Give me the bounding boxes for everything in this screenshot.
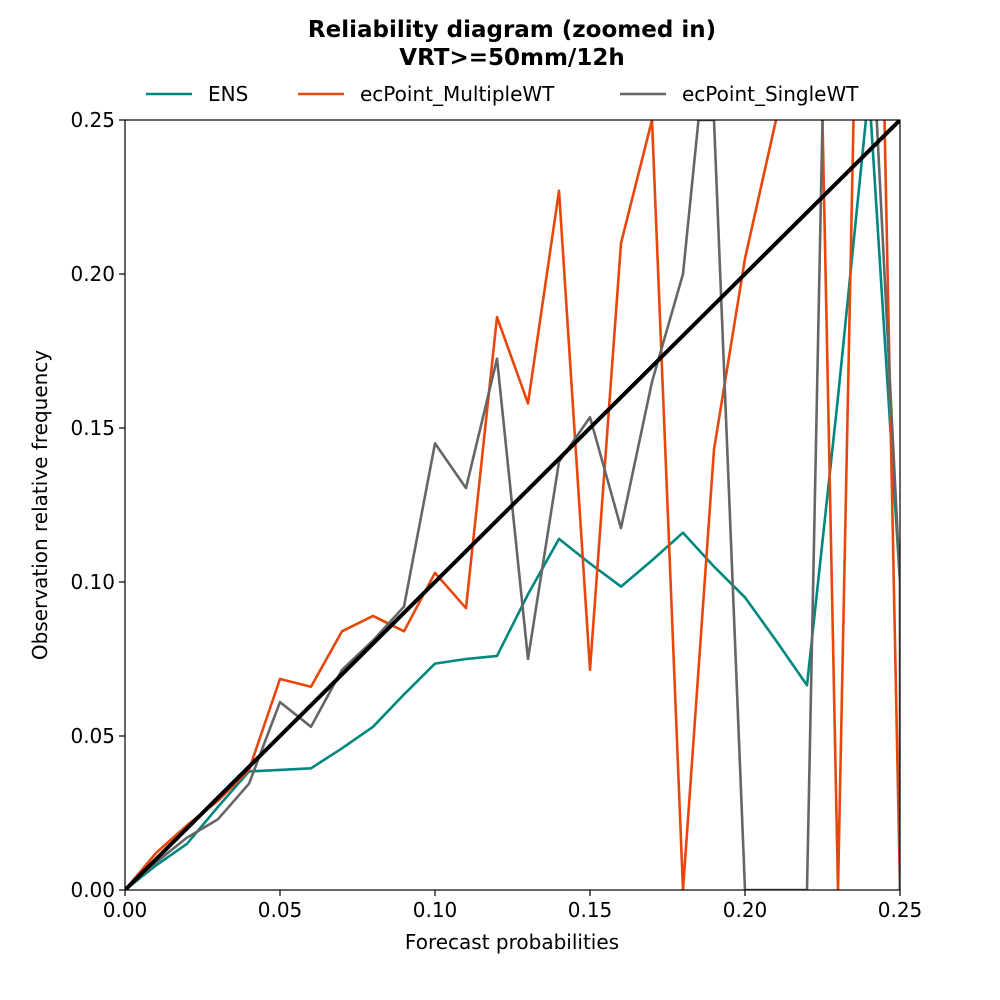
x-tick-label: 0.25 [878,898,923,922]
diagonal-reference-line [125,120,900,890]
y-tick-label: 0.25 [70,108,115,132]
series-line-0 [125,120,900,890]
y-tick-label: 0.15 [70,416,115,440]
x-tick-label: 0.10 [413,898,458,922]
series-line-1 [125,120,900,890]
x-tick-label: 0.00 [103,898,148,922]
y-tick-label: 0.00 [70,878,115,902]
legend: ENS ecPoint_MultipleWT ecPoint_SingleWT [146,82,859,106]
x-tick-label: 0.20 [723,898,768,922]
series-layer [125,120,900,890]
y-tick-label: 0.05 [70,724,115,748]
y-tick-label: 0.20 [70,262,115,286]
plot-frame [124,119,901,891]
x-axis-label: Forecast probabilities [405,930,619,954]
series-line-2 [125,120,900,890]
x-tick-label: 0.15 [568,898,613,922]
y-axis-label: Observation relative frequency [28,350,52,660]
y-tick-label: 0.10 [70,570,115,594]
legend-label: ecPoint_SingleWT [682,82,859,106]
y-axis-ticks: 0.00 0.05 0.10 0.15 0.20 0.25 [70,108,125,902]
chart-title-line1: Reliability diagram (zoomed in) [308,17,716,43]
legend-label: ENS [208,82,248,106]
x-tick-label: 0.05 [258,898,303,922]
x-axis-ticks: 0.00 0.05 0.10 0.15 0.20 0.25 [103,890,923,922]
chart-title-line2: VRT>=50mm/12h [399,45,624,71]
legend-label: ecPoint_MultipleWT [360,82,555,106]
